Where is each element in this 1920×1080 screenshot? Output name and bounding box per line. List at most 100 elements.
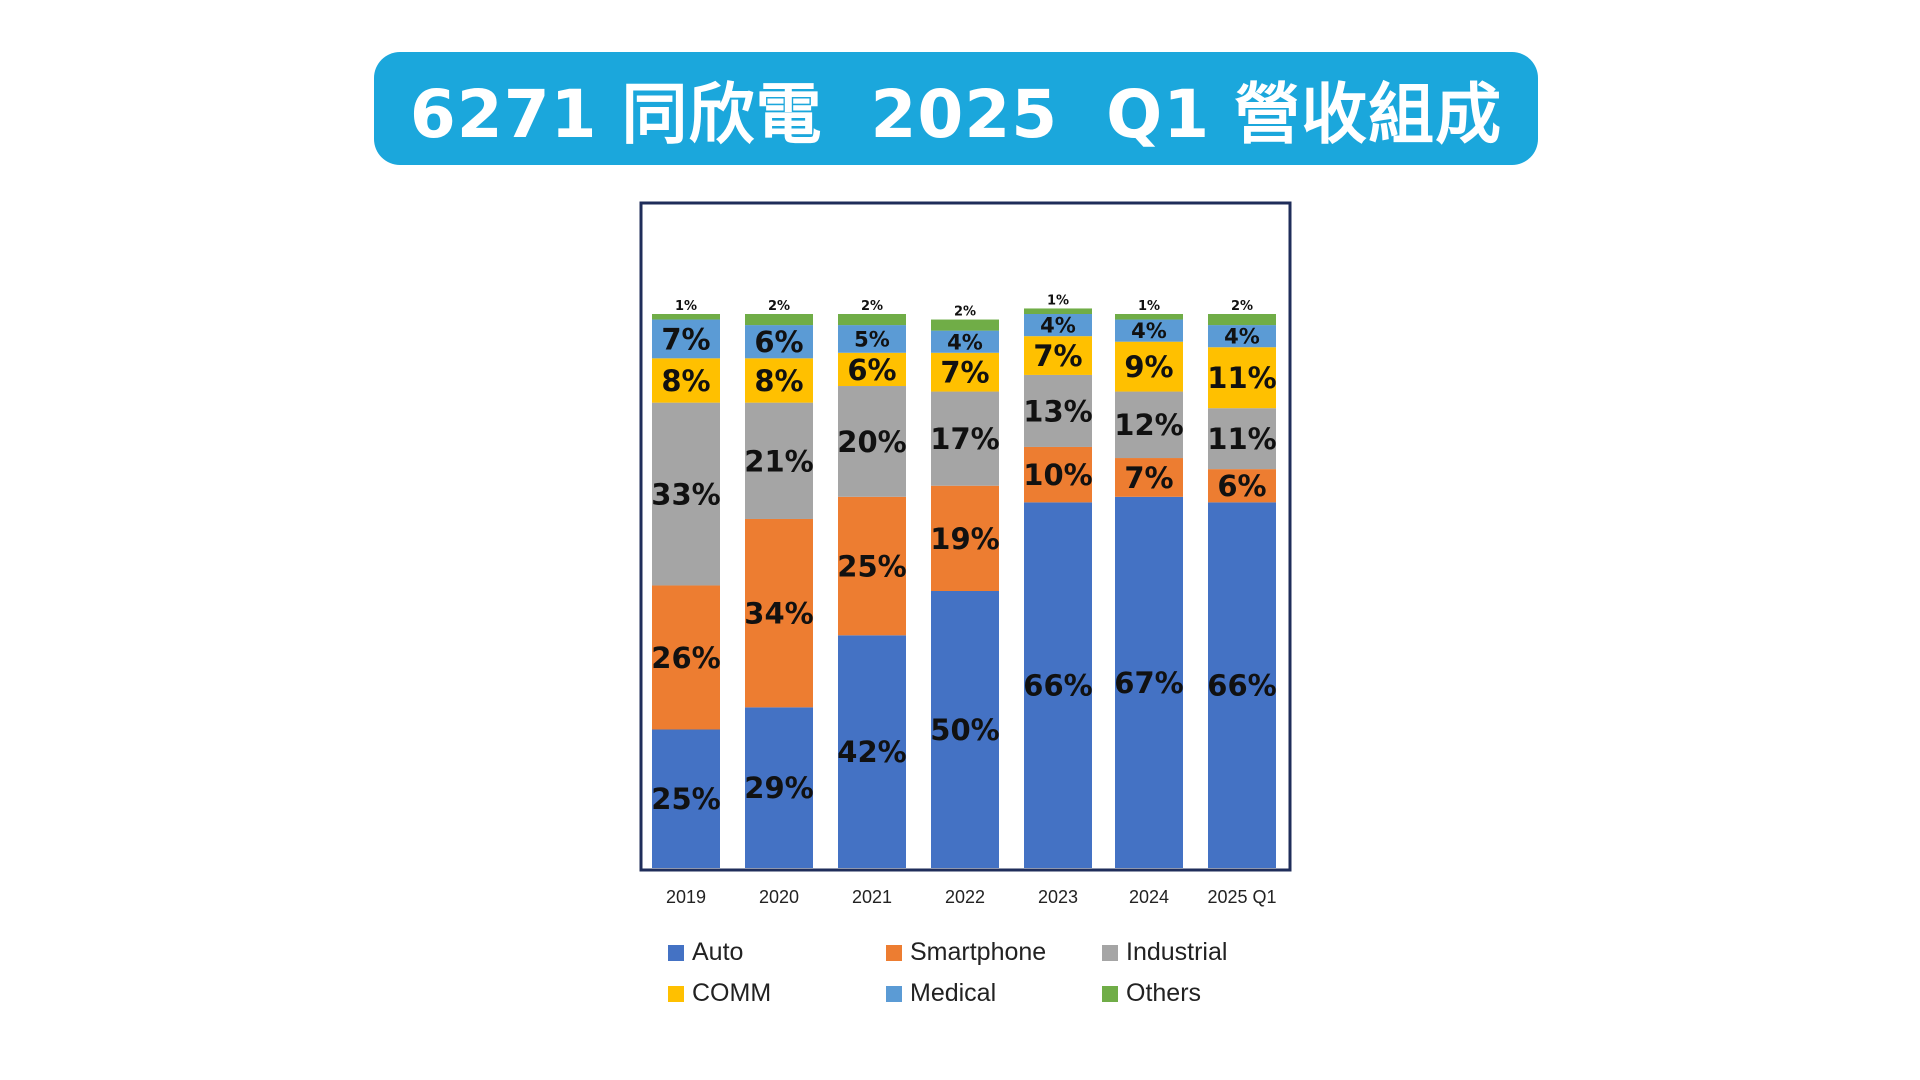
bar-others-2022 <box>931 319 999 331</box>
data-label: 11% <box>1207 422 1276 456</box>
bar-comm-2020 <box>745 358 813 403</box>
legend-swatch <box>886 944 902 961</box>
legend-item-comm: COMM <box>668 979 771 1008</box>
bar-industrial-2024 <box>1115 391 1183 459</box>
data-label: 10% <box>1023 458 1092 492</box>
legend-item-medical: Medical <box>886 979 996 1008</box>
bar-comm-2021 <box>838 352 906 387</box>
bar-comm-2023 <box>1024 336 1092 375</box>
legend-label: Industrial <box>1126 938 1228 966</box>
bar-smartphone-2024 <box>1115 458 1183 497</box>
legend-item-industrial: Industrial <box>1102 938 1227 967</box>
bar-smartphone-2022 <box>931 485 999 591</box>
page-title: 6271 同欣電 2025 Q1 營收組成 <box>374 52 1538 165</box>
legend-item-smartphone: Smartphone <box>886 938 1046 967</box>
bar-industrial-2020 <box>745 402 813 519</box>
bar-smartphone-2023 <box>1024 446 1092 503</box>
bar-industrial-2023 <box>1024 374 1092 447</box>
bar-others-2020 <box>745 314 813 326</box>
data-label: 21% <box>744 444 813 478</box>
data-label: 42% <box>837 735 906 769</box>
data-label: 8% <box>661 364 710 398</box>
bar-smartphone-2025 Q1 <box>1208 469 1276 503</box>
bar-auto-2019 <box>652 729 720 868</box>
bar-others-2024 <box>1115 314 1183 320</box>
data-label: 33% <box>651 477 720 511</box>
data-label: 2% <box>1231 299 1253 314</box>
data-label: 25% <box>837 550 906 584</box>
bar-industrial-2022 <box>931 391 999 486</box>
data-label: 7% <box>1124 461 1173 495</box>
data-label: 26% <box>651 641 720 675</box>
x-tick-label: 2021 <box>852 887 892 907</box>
plot-frame <box>639 201 1292 872</box>
bar-medical-2021 <box>838 325 906 353</box>
bar-smartphone-2019 <box>652 585 720 730</box>
bar-smartphone-2020 <box>745 518 813 708</box>
data-label: 2% <box>954 305 976 320</box>
data-label: 4% <box>1040 314 1076 338</box>
bar-auto-2025 Q1 <box>1208 502 1276 868</box>
bar-medical-2024 <box>1115 319 1183 342</box>
bar-comm-2022 <box>931 352 999 392</box>
data-label: 25% <box>651 782 720 816</box>
data-label: 66% <box>1207 669 1276 703</box>
data-label: 12% <box>1114 408 1183 442</box>
x-tick-label: 2025 Q1 <box>1207 887 1276 907</box>
data-label: 17% <box>930 422 999 456</box>
bar-comm-2024 <box>1115 341 1183 392</box>
bar-medical-2023 <box>1024 314 1092 337</box>
bar-others-2023 <box>1024 308 1092 314</box>
data-label: 2% <box>768 299 790 314</box>
data-label: 7% <box>661 322 710 356</box>
data-label: 11% <box>1207 361 1276 395</box>
data-label: 50% <box>930 713 999 747</box>
legend-label: Smartphone <box>910 938 1047 966</box>
data-label: 1% <box>675 299 697 314</box>
data-label: 6% <box>1217 469 1266 503</box>
legend-label: Auto <box>692 938 744 966</box>
bar-others-2025 Q1 <box>1208 314 1276 326</box>
data-label: 29% <box>744 771 813 805</box>
legend-swatch <box>1102 944 1118 961</box>
legend-swatch <box>886 985 902 1002</box>
legend-label: Medical <box>910 979 997 1007</box>
data-label: 8% <box>754 364 803 398</box>
data-label: 1% <box>1138 299 1160 314</box>
bar-industrial-2025 Q1 <box>1208 408 1276 470</box>
data-label: 1% <box>1047 293 1069 308</box>
data-label: 6% <box>754 325 803 359</box>
bar-medical-2022 <box>931 330 999 353</box>
x-tick-label: 2022 <box>945 887 985 907</box>
bar-smartphone-2021 <box>838 496 906 636</box>
data-label: 13% <box>1023 394 1092 428</box>
bar-medical-2025 Q1 <box>1208 325 1276 348</box>
legend-label: Others <box>1126 979 1202 1007</box>
bar-auto-2024 <box>1115 496 1183 868</box>
bar-others-2019 <box>652 314 720 320</box>
data-label: 67% <box>1114 666 1183 700</box>
data-label: 6% <box>847 353 896 387</box>
data-label: 7% <box>1033 339 1082 373</box>
legend-item-auto: Auto <box>668 938 743 967</box>
x-tick-label: 2023 <box>1038 887 1078 907</box>
x-tick-label: 2019 <box>666 887 706 907</box>
data-label: 19% <box>930 522 999 556</box>
bar-medical-2019 <box>652 319 720 359</box>
data-label: 4% <box>1224 325 1260 349</box>
x-tick-label: 2020 <box>759 887 799 907</box>
legend-label: COMM <box>692 979 772 1007</box>
bar-industrial-2019 <box>652 402 720 586</box>
data-label: 20% <box>837 425 906 459</box>
bar-auto-2020 <box>745 707 813 868</box>
bar-comm-2025 Q1 <box>1208 347 1276 409</box>
data-label: 5% <box>854 327 890 351</box>
x-tick-label: 2024 <box>1129 887 1169 907</box>
data-label: 2% <box>861 299 883 314</box>
data-label: 9% <box>1124 350 1173 384</box>
bar-others-2021 <box>838 314 906 326</box>
data-label: 7% <box>940 356 989 390</box>
bar-medical-2020 <box>745 325 813 359</box>
bar-auto-2021 <box>838 635 906 868</box>
